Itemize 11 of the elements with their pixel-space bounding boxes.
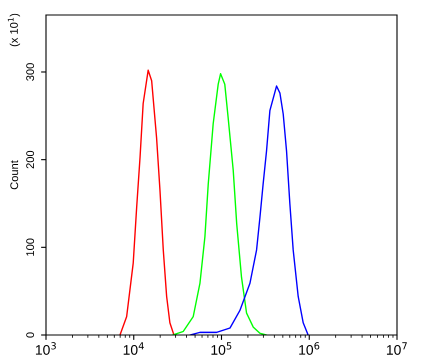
y-tick-label: 0: [26, 332, 34, 338]
x-tick-label: 10$^{6}$: [299, 342, 320, 355]
x-tick-label: 10$^{5}$: [211, 342, 232, 355]
x-tick-label: 10$^{7}$: [386, 342, 407, 355]
y-tick-label: 100: [26, 238, 34, 256]
y-axis-title: Count: [10, 160, 18, 190]
x-tick-label: 10$^{3}$: [36, 342, 56, 355]
y-tick-label: 200: [26, 150, 34, 168]
y-tick-label: 300: [26, 63, 34, 81]
x-tick-label: 10$^{4}$: [124, 342, 144, 355]
text: (x 10$^{1}$): [8, 14, 20, 46]
